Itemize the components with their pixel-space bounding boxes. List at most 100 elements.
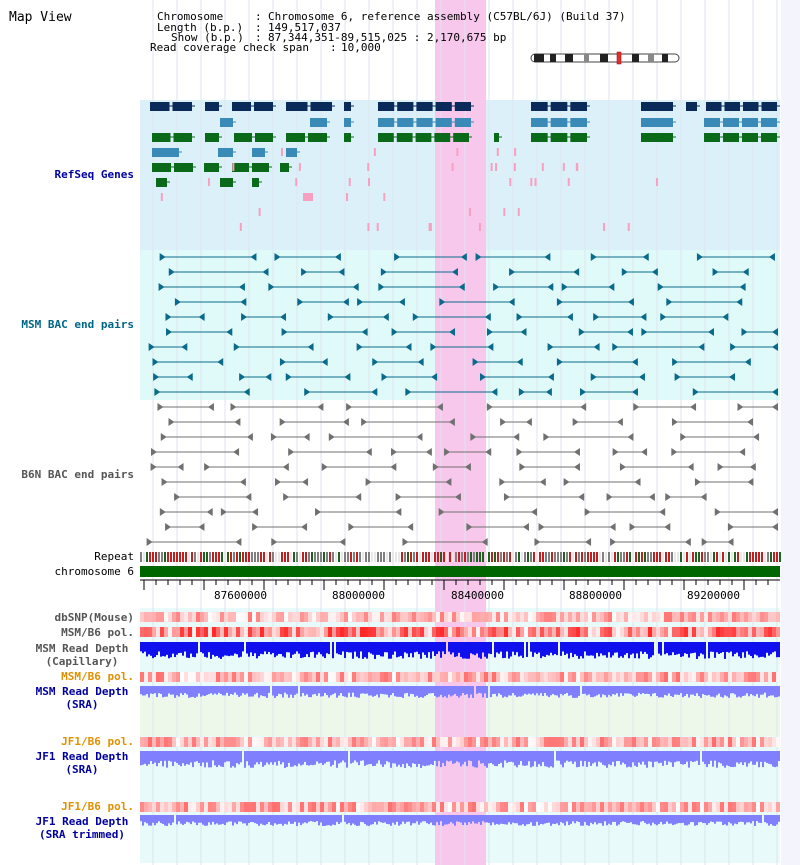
read-depth-bar [274, 642, 276, 658]
repeat-mark [146, 552, 148, 562]
read-depth-bar [368, 686, 370, 696]
repeat-mark [263, 552, 265, 562]
polymorphism-bar [660, 802, 664, 812]
polymorphism-bar [152, 612, 156, 622]
read-depth-bar [568, 815, 570, 826]
read-depth-bar [520, 815, 522, 826]
polymorphism-bar [416, 672, 420, 682]
read-depth-bar [556, 642, 558, 656]
polymorphism-bar [692, 627, 696, 637]
read-depth-bar [734, 751, 736, 767]
read-depth-bar [170, 751, 172, 762]
polymorphism-bar [336, 802, 340, 812]
polymorphism-bar [760, 612, 764, 622]
read-depth-bar [148, 686, 150, 698]
read-depth-bar [162, 686, 164, 698]
b6n-bac-end-marker [543, 433, 550, 441]
read-depth-bar [476, 815, 478, 824]
read-depth-bar [262, 751, 264, 767]
read-depth-bar [420, 751, 422, 768]
repeat-mark [680, 552, 682, 562]
read-depth-bar [704, 642, 706, 659]
polymorphism-bar [184, 612, 188, 622]
polymorphism-bar [508, 627, 512, 637]
msm-bac-end-marker [301, 268, 308, 276]
b6n-bac-end-marker [165, 523, 172, 531]
polymorphism-bar [664, 737, 668, 747]
polymorphism-bar [736, 627, 740, 637]
msm-bac-end-marker [641, 328, 648, 336]
polymorphism-bar [312, 737, 316, 747]
polymorphism-bar [532, 612, 536, 622]
read-depth-bar [670, 751, 672, 763]
read-depth-bar [378, 686, 380, 698]
refseq-minor-mark [490, 163, 493, 171]
repeat-mark [407, 552, 409, 562]
polymorphism-bar [640, 672, 644, 682]
read-depth-bar [702, 815, 704, 824]
polymorphism-bar [580, 612, 584, 622]
repeat-mark [209, 552, 211, 562]
refseq-gene-exon [152, 133, 171, 142]
read-depth-bar [620, 642, 622, 657]
read-depth-bar [154, 815, 156, 826]
repeat-mark [482, 552, 484, 562]
read-depth-bar [764, 642, 766, 658]
read-depth-bar [186, 751, 188, 765]
msm-bac-end-marker [181, 343, 188, 351]
read-depth-bar [496, 642, 498, 653]
polymorphism-bar [716, 672, 720, 682]
read-depth-bar [634, 642, 636, 659]
polymorphism-bar [420, 672, 424, 682]
repeat-mark [227, 552, 229, 562]
msm-bac-end-marker [516, 313, 523, 321]
read-depth-bar [634, 686, 636, 697]
repeat-mark [479, 552, 481, 562]
read-depth-bar [308, 751, 310, 766]
polymorphism-bar [588, 802, 592, 812]
read-depth-bar [706, 751, 708, 768]
read-depth-bar [588, 751, 590, 762]
b6n-bac-end-marker [671, 448, 678, 456]
read-depth-bar [712, 642, 714, 652]
read-depth-bar [498, 815, 500, 825]
polymorphism-bar [636, 612, 640, 622]
polymorphism-bar [612, 612, 616, 622]
b6n-bac-end-marker [772, 508, 778, 516]
msm-bac-end-marker [279, 313, 286, 321]
polymorphism-bar [456, 737, 460, 747]
repeat-mark [473, 552, 475, 562]
polymorphism-bar [372, 612, 376, 622]
read-depth-bar [730, 751, 732, 767]
repeat-mark [686, 552, 688, 562]
repeat-mark [698, 552, 700, 562]
polymorphism-bar [608, 802, 612, 812]
polymorphism-bar [484, 672, 488, 682]
read-depth-bar [158, 642, 160, 652]
msm-bac-end-marker [484, 313, 491, 321]
polymorphism-bar [400, 627, 404, 637]
read-depth-bar [180, 642, 182, 653]
polymorphism-bar [288, 627, 292, 637]
polymorphism-bar [656, 737, 660, 747]
polymorphism-bar [256, 802, 260, 812]
refseq-minor-mark [503, 208, 506, 216]
read-depth-bar [256, 686, 258, 693]
polymorphism-bar [336, 627, 340, 637]
b6n-bac-end-marker [150, 463, 157, 471]
read-depth-bar [188, 686, 190, 698]
polymorphism-bar [300, 627, 304, 637]
polymorphism-bar [628, 612, 632, 622]
repeat-mark [395, 552, 397, 562]
repeat-mark [242, 552, 244, 562]
read-depth-bar [668, 642, 670, 656]
read-depth-bar [320, 686, 322, 697]
read-depth-bar [662, 686, 664, 698]
read-depth-bar [734, 642, 736, 654]
repeat-mark [179, 552, 181, 562]
polymorphism-bar [676, 802, 680, 812]
polymorphism-bar [396, 627, 400, 637]
read-depth-bar [248, 686, 250, 697]
polymorphism-bar [428, 612, 432, 622]
